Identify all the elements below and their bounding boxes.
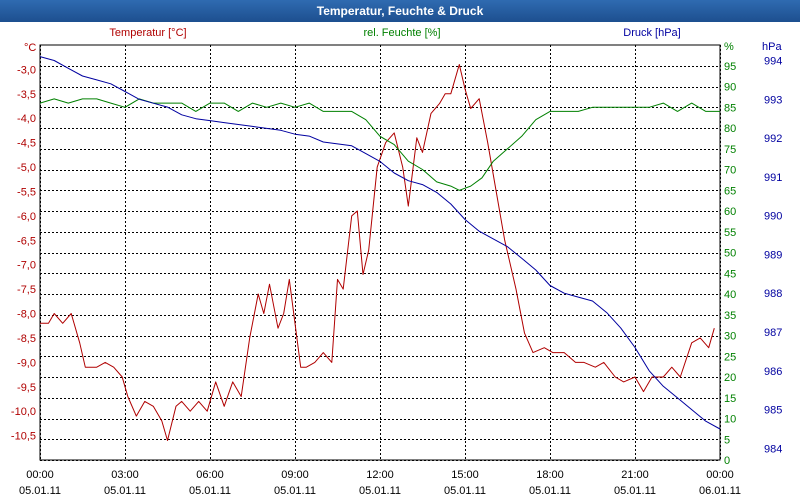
temperature-tick-label: -5,0 xyxy=(17,162,36,174)
x-tick-date: 06.01.11 xyxy=(699,485,741,497)
humidity-tick-label: 55 xyxy=(724,227,736,239)
humidity-tick-label: 45 xyxy=(724,268,736,280)
temperature-tick-label: -8,5 xyxy=(17,333,36,345)
x-tick-time: 12:00 xyxy=(366,469,394,481)
humidity-tick-label: 60 xyxy=(724,206,736,218)
temperature-tick-label: -10,5 xyxy=(11,431,36,443)
humidity-tick-label: 25 xyxy=(724,351,736,363)
temperature-unit: °C xyxy=(24,42,36,54)
temperature-axis-label: Temperatur [°C] xyxy=(109,27,186,39)
x-tick-date: 05.01.11 xyxy=(444,485,486,497)
pressure-axis-label: Druck [hPa] xyxy=(623,27,680,39)
chart: °C % hPa Temperatur [°C] rel. Feuchte [%… xyxy=(11,27,783,497)
pressure-tick-label: 984 xyxy=(764,443,782,455)
x-tick-date: 05.01.11 xyxy=(274,485,316,497)
temperature-tick-label: -7,5 xyxy=(17,284,36,296)
x-tick-time: 03:00 xyxy=(111,469,139,481)
pressure-series-line xyxy=(39,56,721,430)
plot-frame xyxy=(39,44,721,461)
pressure-tick-label: 994 xyxy=(764,56,782,68)
temperature-series-line xyxy=(40,64,715,441)
humidity-tick-label: 50 xyxy=(724,248,736,260)
x-tick-time: 21:00 xyxy=(621,469,649,481)
humidity-tick-label: 80 xyxy=(724,123,736,135)
pressure-tick-label: 992 xyxy=(764,133,782,145)
x-tick-date: 05.01.11 xyxy=(614,485,656,497)
humidity-tick-label: 20 xyxy=(724,372,736,384)
humidity-tick-label: 15 xyxy=(724,393,736,405)
x-tick-time: 15:00 xyxy=(451,469,479,481)
humidity-tick-label: 40 xyxy=(724,289,736,301)
humidity-tick-label: 70 xyxy=(724,165,736,177)
temperature-tick-label: -10,0 xyxy=(11,406,36,418)
temperature-tick-label: -6,5 xyxy=(17,235,36,247)
pressure-tick-label: 987 xyxy=(764,327,782,339)
x-tick-date: 05.01.11 xyxy=(104,485,146,497)
humidity-tick-label: 35 xyxy=(724,310,736,322)
temperature-tick-label: -4,0 xyxy=(17,113,36,125)
x-tick-date: 05.01.11 xyxy=(359,485,401,497)
series-layer xyxy=(39,56,721,441)
pressure-tick-label: 985 xyxy=(764,405,782,417)
pressure-tick-label: 990 xyxy=(764,211,782,223)
x-tick-date: 05.01.11 xyxy=(19,485,61,497)
humidity-series-line xyxy=(39,98,720,191)
humidity-tick-label: 0 xyxy=(724,455,730,467)
humidity-tick-label: 75 xyxy=(724,144,736,156)
humidity-tick-label: 95 xyxy=(724,61,736,73)
temperature-tick-label: -4,5 xyxy=(17,138,36,150)
pressure-tick-label: 993 xyxy=(764,94,782,106)
window-title: Temperatur, Feuchte & Druck xyxy=(0,0,800,22)
temperature-tick-label: -7,0 xyxy=(17,260,36,272)
humidity-tick-label: 65 xyxy=(724,185,736,197)
temperature-tick-label: -8,0 xyxy=(17,309,36,321)
humidity-tick-label: 5 xyxy=(724,434,730,446)
pressure-ticks: 994 993 992 991 990 989 988 987 986 985 984 xyxy=(764,56,782,456)
temperature-tick-label: -9,5 xyxy=(17,382,36,394)
temperature-tick-label: -3,0 xyxy=(17,64,36,76)
x-tick-time: 00:00 xyxy=(706,469,734,481)
humidity-tick-label: 85 xyxy=(724,102,736,114)
humidity-tick-label: 90 xyxy=(724,82,736,94)
pressure-tick-label: 988 xyxy=(764,288,782,300)
x-tick-date: 05.01.11 xyxy=(529,485,571,497)
humidity-tick-label: 30 xyxy=(724,331,736,343)
pressure-tick-label: 986 xyxy=(764,366,782,378)
humidity-axis-label: rel. Feuchte [%] xyxy=(363,27,440,39)
x-tick-time: 00:00 xyxy=(26,469,54,481)
pressure-tick-label: 989 xyxy=(764,249,782,261)
x-tick-time: 18:00 xyxy=(536,469,564,481)
humidity-tick-label: 10 xyxy=(724,414,736,426)
pressure-tick-label: 991 xyxy=(764,172,782,184)
temperature-ticks: -3,0 -3,5 -4,0 -4,5 -5,0 -5,5 -6,0 -6,5 -7,0 -7,5… xyxy=(11,64,36,442)
temperature-tick-label: -3,5 xyxy=(17,89,36,101)
temperature-tick-label: -9,0 xyxy=(17,357,36,369)
x-tick-time: 06:00 xyxy=(196,469,224,481)
temperature-tick-label: -6,0 xyxy=(17,211,36,223)
x-tick-time: 09:00 xyxy=(281,469,309,481)
temperature-tick-label: -5,5 xyxy=(17,186,36,198)
x-ticks: 00:00 05.01.11 03:00 05.01.11 06:00 05.01.11 0… xyxy=(19,469,741,497)
x-tick-date: 05.01.11 xyxy=(189,485,231,497)
pressure-unit: hPa xyxy=(762,41,782,53)
humidity-unit: % xyxy=(724,41,734,53)
